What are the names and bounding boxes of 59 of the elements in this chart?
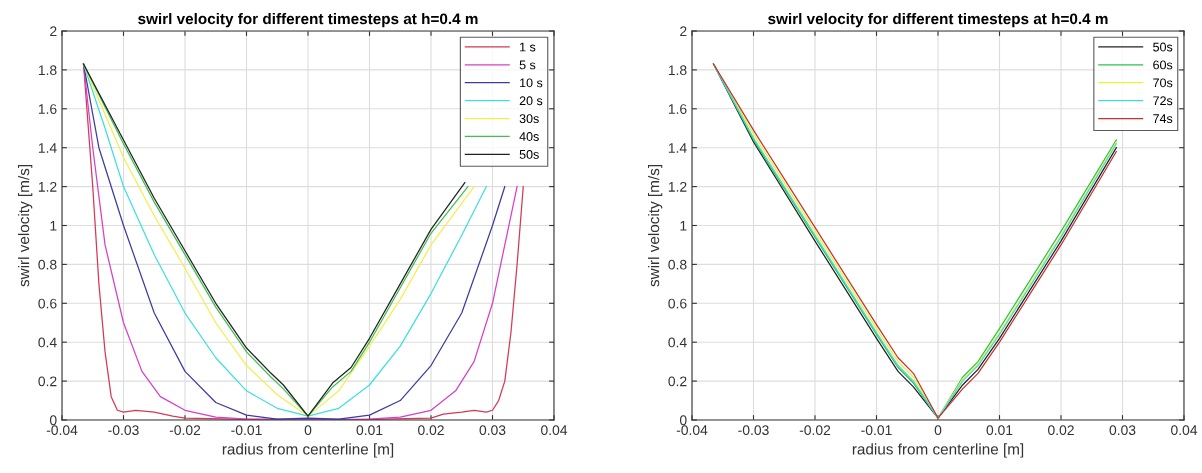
y-tick-label: 1 bbox=[50, 220, 57, 231]
legend-label: 74s bbox=[1153, 114, 1173, 124]
y-tick-label: 0.8 bbox=[668, 259, 687, 270]
x-axis-title: radius from centerline [m] bbox=[852, 443, 1024, 458]
x-tick-label: 0.04 bbox=[541, 425, 568, 436]
x-tick-label: 0.02 bbox=[1048, 425, 1074, 436]
y-tick-label: 2 bbox=[680, 26, 687, 37]
x-tick-label: 0.01 bbox=[356, 425, 383, 436]
y-tick-label: 0.4 bbox=[668, 337, 687, 348]
line-series bbox=[712, 63, 1117, 419]
legend-label: 30s bbox=[519, 114, 539, 124]
x-tick-label: 0.03 bbox=[1109, 425, 1136, 436]
legend-label: 60s bbox=[1153, 60, 1173, 70]
legend-label: 50s bbox=[1153, 42, 1173, 52]
y-tick-label: 1.6 bbox=[668, 104, 687, 114]
x-tick-label: -0.04 bbox=[46, 425, 78, 436]
x-tick-label: 0 bbox=[934, 425, 942, 436]
y-tick-label: 0 bbox=[679, 415, 687, 426]
x-tick-label: 0.01 bbox=[986, 425, 1013, 436]
y-tick-label: 0 bbox=[49, 415, 57, 426]
x-tick-label: 0 bbox=[304, 425, 312, 436]
x-tick-label: -0.02 bbox=[799, 425, 831, 436]
y-axis-title: swirl velocity [m/s] bbox=[648, 165, 663, 287]
x-tick-label: -0.01 bbox=[861, 425, 892, 436]
x-tick-label: -0.04 bbox=[676, 425, 708, 436]
y-tick-label: 1.4 bbox=[38, 143, 57, 153]
y-tick-label: 0.4 bbox=[38, 337, 57, 348]
y-tick-label: 0.8 bbox=[38, 259, 57, 270]
legend-label: 20 s bbox=[519, 96, 543, 106]
chart-title: swirl velocity for different timesteps at h=0.4 m bbox=[138, 12, 478, 28]
x-tick-label: -0.03 bbox=[108, 425, 139, 436]
x-tick-label: -0.03 bbox=[738, 425, 769, 436]
legend-label: 50s bbox=[519, 149, 539, 159]
legend-label: 10 s bbox=[520, 78, 543, 88]
y-tick-label: 0.6 bbox=[668, 298, 687, 309]
y-tick-label: 1.2 bbox=[38, 181, 57, 192]
y-axis-title: swirl velocity [m/s] bbox=[18, 165, 33, 287]
legend-label: 70s bbox=[1153, 78, 1173, 88]
x-tick-label: 0.04 bbox=[1171, 425, 1198, 436]
x-axis-title: radius from centerline [m] bbox=[222, 443, 394, 458]
y-tick-label: 1.6 bbox=[38, 104, 57, 114]
y-tick-label: 1.4 bbox=[668, 143, 687, 153]
y-tick-label: 0.2 bbox=[668, 376, 687, 387]
y-tick-label: 1.2 bbox=[668, 181, 687, 192]
y-tick-label: 1.8 bbox=[38, 65, 57, 76]
legend-label: 40s bbox=[519, 132, 539, 141]
x-tick-label: -0.01 bbox=[231, 425, 262, 436]
y-tick-label: 0.6 bbox=[38, 298, 57, 309]
y-tick-label: 1 bbox=[680, 220, 687, 231]
legend-label: 5 s bbox=[519, 60, 536, 70]
legend-label: 1 s bbox=[520, 42, 536, 52]
y-tick-label: 2 bbox=[50, 26, 57, 37]
legend-label: 72s bbox=[1153, 96, 1173, 106]
x-tick-label: 0.03 bbox=[479, 425, 506, 436]
chart-title: swirl velocity for different timesteps at h=0.4 m bbox=[768, 12, 1108, 28]
y-tick-label: 0.2 bbox=[38, 376, 57, 387]
y-tick-label: 1.8 bbox=[668, 65, 687, 76]
x-tick-label: 0.02 bbox=[418, 425, 444, 436]
x-tick-label: -0.02 bbox=[169, 425, 201, 436]
